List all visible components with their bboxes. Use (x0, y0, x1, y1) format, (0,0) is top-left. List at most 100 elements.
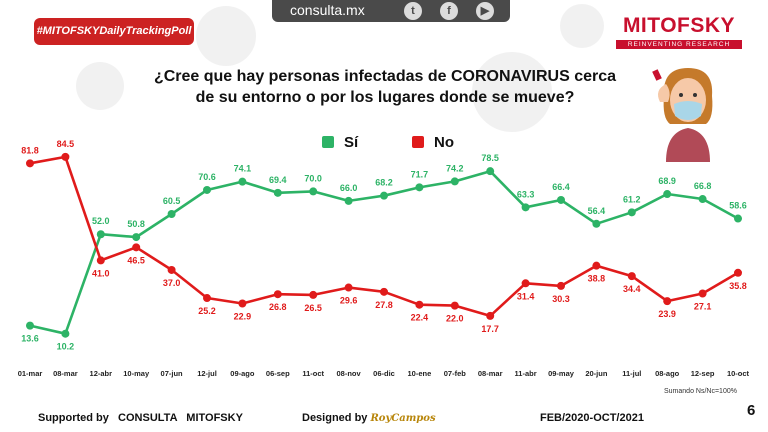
legend-si-label: Sí (344, 134, 359, 151)
top-site-bar: consulta.mx t f ▶ (272, 0, 510, 22)
data-point-si (203, 185, 211, 194)
data-point-no (698, 289, 707, 298)
data-label-si: 58.6 (729, 201, 747, 211)
x-tick-label: 10-oct (727, 369, 750, 378)
data-point-si (238, 177, 247, 186)
data-label-no: 30.3 (552, 294, 570, 304)
x-tick-label: 10-ene (408, 369, 432, 378)
designer-signature: RoyCampos (370, 413, 436, 424)
x-tick-label: 07-feb (444, 369, 467, 378)
data-point-si (344, 196, 353, 205)
footer-designed: Designed by RoyCampos (302, 412, 436, 424)
data-point-no (61, 152, 70, 161)
footer-period: FEB/2020-OCT/2021 (540, 412, 644, 424)
data-label-si: 68.9 (658, 176, 676, 186)
data-label-no: 41.0 (92, 268, 110, 278)
data-point-si (663, 190, 672, 199)
data-label-no: 46.5 (127, 255, 145, 265)
x-tick-label: 08-mar (53, 369, 78, 378)
data-point-no (734, 268, 742, 277)
data-label-no: 31.4 (517, 291, 535, 301)
data-label-no: 34.4 (623, 284, 641, 294)
x-tick-label: 08-ago (655, 369, 680, 378)
data-point-si (132, 233, 141, 242)
data-label-si: 71.7 (411, 169, 429, 179)
data-point-si (380, 191, 388, 200)
data-point-no (557, 281, 565, 290)
legend-no-swatch (412, 136, 424, 148)
data-label-no: 37.0 (163, 278, 181, 288)
data-label-si: 69.4 (269, 175, 287, 185)
chart-title: ¿Cree que hay personas infectadas de COR… (150, 66, 620, 108)
data-label-si: 74.1 (234, 164, 252, 174)
data-label-no: 81.8 (21, 145, 39, 155)
data-label-si: 61.2 (623, 194, 641, 204)
data-label-no: 22.0 (446, 314, 464, 324)
data-point-no (132, 243, 141, 252)
data-label-no: 22.4 (411, 313, 429, 323)
data-label-si: 52.0 (92, 216, 110, 226)
twitter-icon[interactable]: t (404, 2, 422, 20)
data-point-si (61, 329, 70, 338)
data-point-no (415, 300, 424, 309)
x-tick-label: 06-dic (373, 369, 395, 378)
x-tick-label: 11-abr (515, 369, 537, 378)
data-label-si: 70.6 (198, 172, 216, 182)
data-label-no: 29.6 (340, 296, 358, 306)
data-label-no: 27.1 (694, 302, 712, 312)
data-label-si: 10.2 (57, 342, 75, 352)
data-label-no: 22.9 (234, 311, 252, 321)
x-tick-label: 09-ago (230, 369, 255, 378)
data-point-si (592, 219, 601, 228)
data-point-no (521, 279, 530, 288)
data-label-si: 50.8 (127, 219, 145, 229)
data-label-no: 27.8 (375, 300, 393, 310)
data-label-si: 78.5 (481, 153, 499, 163)
data-point-no (167, 265, 176, 274)
x-tick-label: 07-jun (161, 369, 184, 378)
data-point-si (26, 321, 34, 330)
hashtag-badge[interactable]: #MITOFSKYDailyTrackingPoll (34, 18, 194, 45)
sum-note: Sumando Ns/Nc=100% (664, 388, 737, 395)
virus-decoration-icon (472, 52, 552, 132)
footer-designed-label: Designed by (302, 412, 368, 424)
data-point-si (309, 187, 318, 196)
data-label-si: 66.0 (340, 183, 358, 193)
data-point-si (698, 195, 707, 204)
data-label-si: 66.8 (694, 181, 712, 191)
brand-tagline: REINVENTING RESEARCH (616, 40, 742, 49)
data-point-si (167, 210, 176, 219)
virus-decoration-icon (560, 4, 604, 48)
footer-supported: Supported by CONSULTA MITOFSKY (38, 412, 243, 424)
data-point-no (238, 299, 247, 308)
data-label-no: 38.8 (588, 274, 606, 284)
x-tick-label: 20-jun (585, 369, 608, 378)
data-point-no (273, 290, 282, 299)
x-tick-label: 10-may (123, 369, 150, 378)
x-tick-label: 12-abr (90, 369, 113, 378)
legend-no-label: No (434, 134, 454, 151)
data-point-si (96, 230, 105, 239)
data-point-si (521, 203, 530, 212)
data-label-si: 63.3 (517, 189, 535, 199)
data-point-no (96, 256, 105, 265)
data-point-si (415, 183, 424, 192)
site-link[interactable]: consulta.mx (290, 2, 365, 18)
data-point-no (26, 159, 34, 168)
data-label-si: 68.2 (375, 178, 393, 188)
x-tick-label: 01-mar (18, 369, 43, 378)
data-point-no (450, 301, 459, 310)
data-label-si: 70.0 (304, 173, 322, 183)
facebook-icon[interactable]: f (440, 2, 458, 20)
data-label-no: 35.8 (729, 281, 747, 291)
data-point-no (380, 287, 388, 296)
youtube-icon[interactable]: ▶ (476, 2, 494, 20)
x-tick-label: 11-oct (302, 369, 324, 378)
data-point-no (309, 290, 318, 299)
data-label-no: 23.9 (658, 309, 676, 319)
data-label-si: 60.5 (163, 196, 181, 206)
legend-si-swatch (322, 136, 334, 148)
virus-decoration-icon (196, 6, 256, 66)
data-point-si (450, 177, 459, 186)
